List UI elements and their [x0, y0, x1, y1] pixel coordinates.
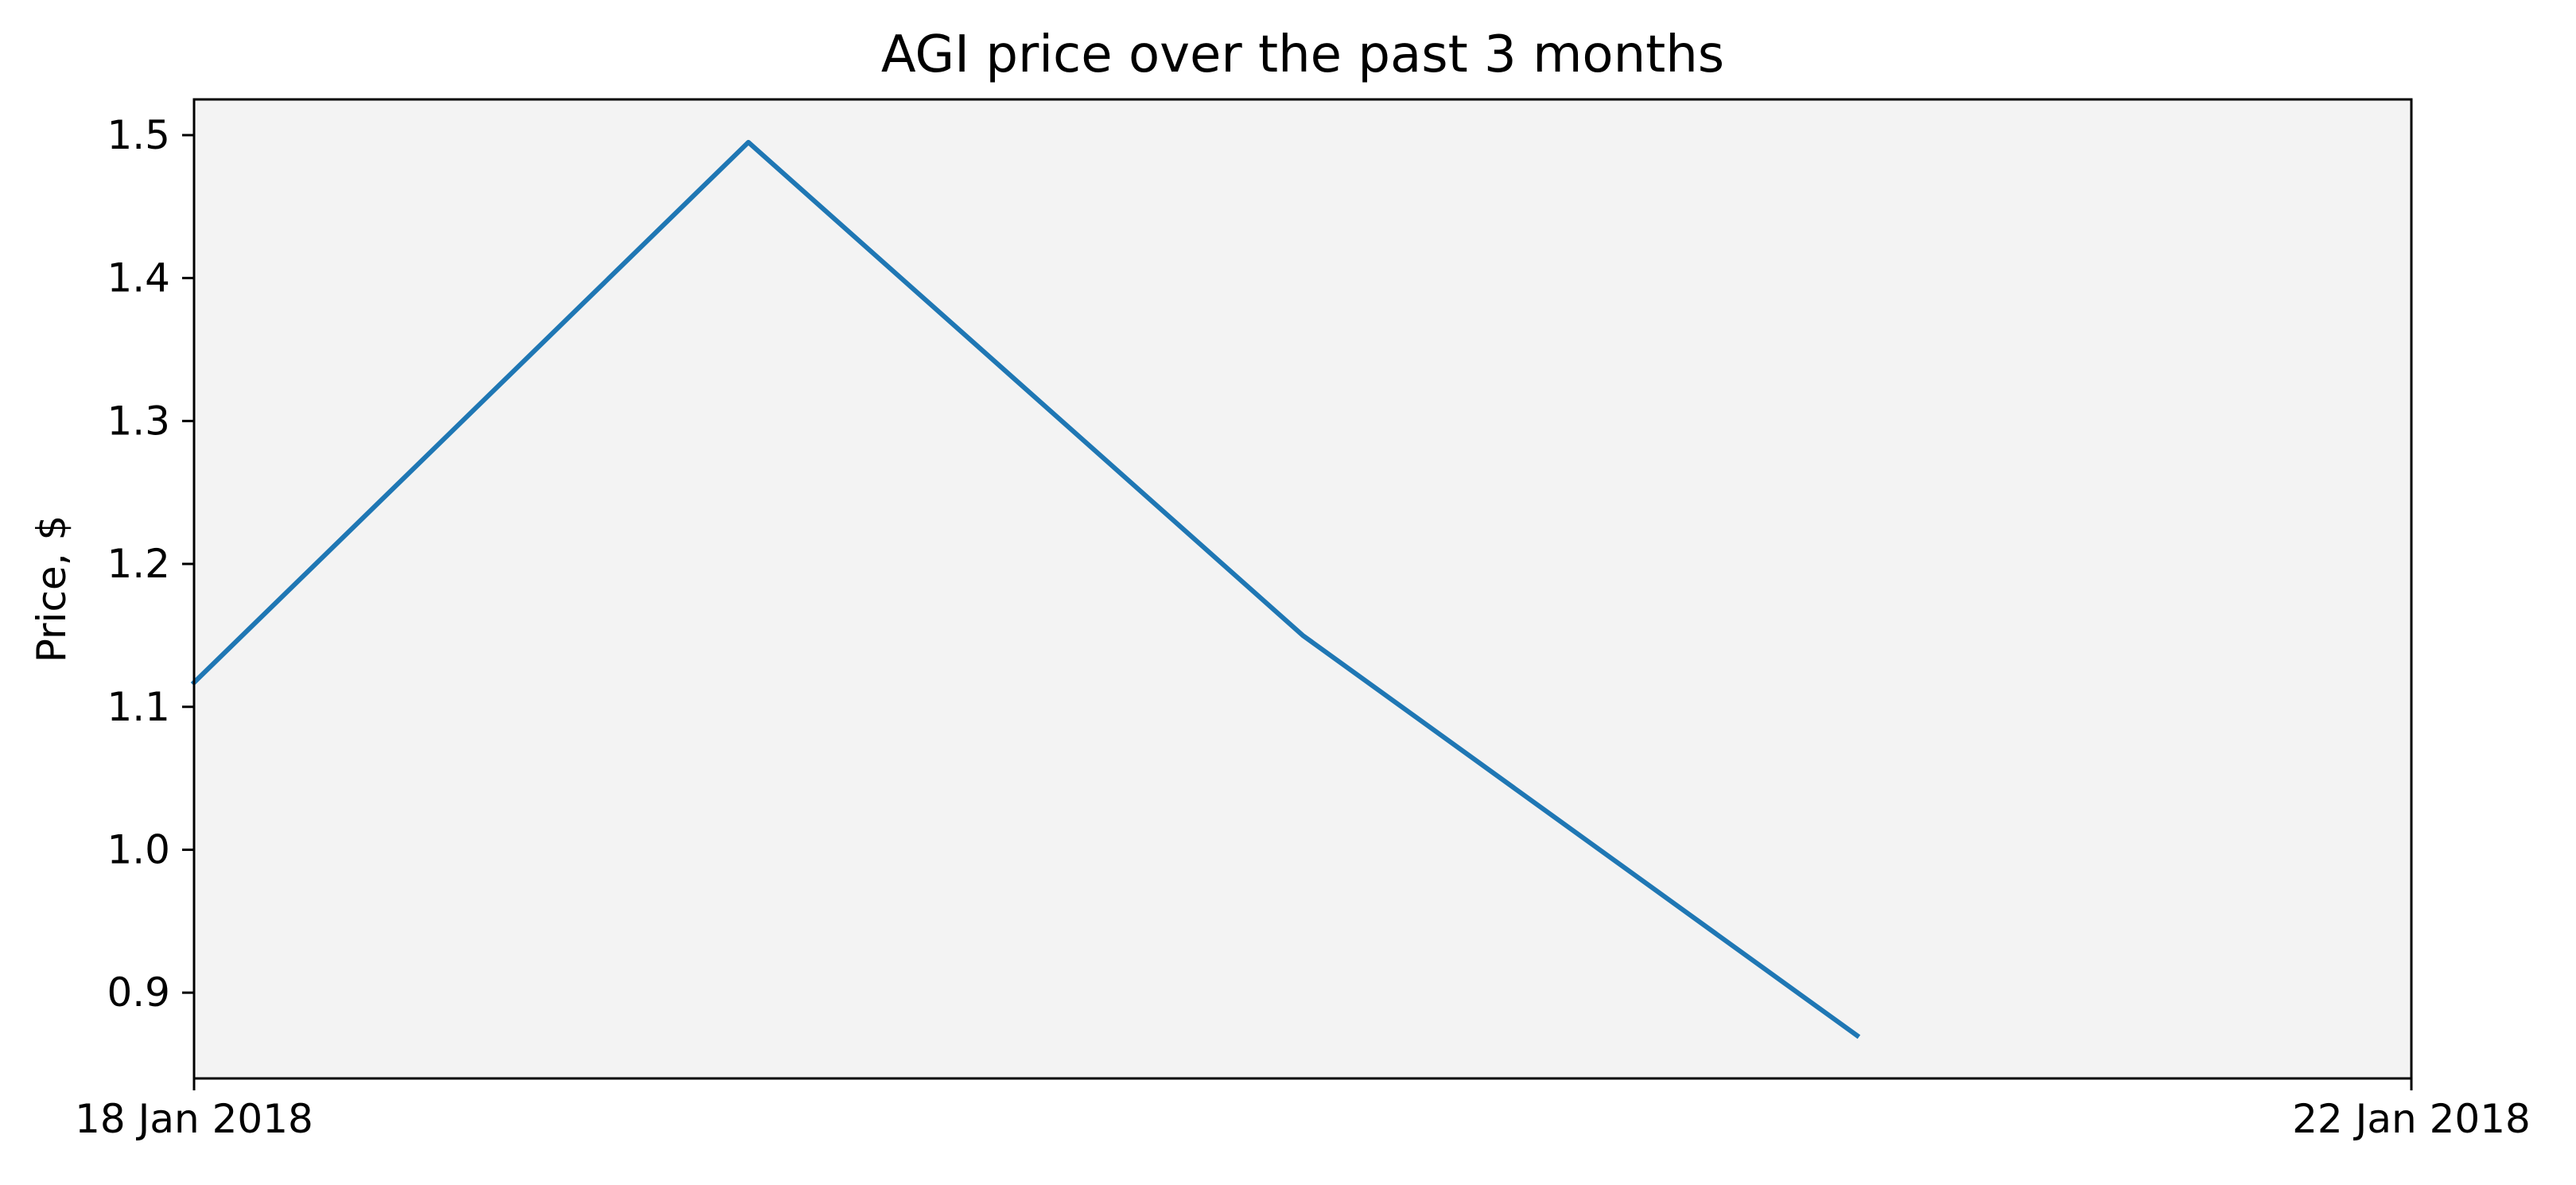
x-axis: 18 Jan 2018 22 Jan 2018	[75, 1078, 2531, 1142]
y-axis-label: Price, $	[29, 515, 75, 663]
y-tick-label: 1.5	[107, 112, 170, 158]
series-line-0	[190, 139, 1861, 1039]
y-tick-label: 0.9	[107, 969, 170, 1016]
y-tick-label: 1.2	[107, 541, 170, 587]
y-tick-label: 1.4	[107, 255, 170, 301]
y-axis: 0.9 1.0 1.1 1.2 1.3 1.4 1.5	[107, 112, 194, 1016]
plot-area	[194, 99, 2411, 1078]
x-tick-label: 22 Jan 2018	[2292, 1096, 2531, 1142]
y-tick-label: 1.1	[107, 684, 170, 730]
plot-frame	[192, 98, 2413, 1080]
x-tick-label: 18 Jan 2018	[75, 1096, 313, 1142]
chart-title: AGI price over the past 3 months	[881, 25, 1724, 84]
series-layer	[190, 139, 1861, 1039]
y-tick-label: 1.3	[107, 398, 170, 444]
y-tick-label: 1.0	[107, 826, 170, 872]
